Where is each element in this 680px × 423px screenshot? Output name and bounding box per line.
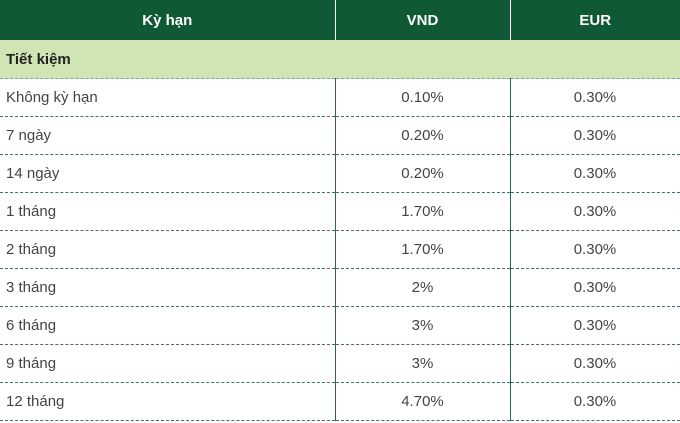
eur-rate-cell: 0.30% bbox=[510, 230, 680, 269]
table-row: 2 tháng 1.70% 0.30% bbox=[0, 230, 680, 269]
term-cell: 7 ngày bbox=[0, 116, 336, 155]
table-row: 6 tháng 3% 0.30% bbox=[0, 306, 680, 345]
vnd-rate-cell: 1.70% bbox=[335, 230, 511, 269]
term-cell: 9 tháng bbox=[0, 344, 336, 383]
eur-rate-cell: 0.30% bbox=[510, 192, 680, 231]
eur-rate-cell: 0.30% bbox=[510, 344, 680, 383]
vnd-rate-cell: 1.70% bbox=[335, 192, 511, 231]
vnd-rate-cell: 0.20% bbox=[335, 154, 511, 193]
vnd-rate-cell: 3% bbox=[335, 344, 511, 383]
table-row: 9 tháng 3% 0.30% bbox=[0, 344, 680, 383]
table-row: 1 tháng 1.70% 0.30% bbox=[0, 192, 680, 231]
table-row: Không kỳ hạn 0.10% 0.30% bbox=[0, 78, 680, 117]
eur-rate-cell: 0.30% bbox=[510, 268, 680, 307]
table-body: Tiết kiệm Không kỳ hạn 0.10% 0.30% 7 ngà… bbox=[0, 40, 680, 421]
section-label: Tiết kiệm bbox=[0, 40, 680, 79]
eur-rate-cell: 0.30% bbox=[510, 154, 680, 193]
header-vnd: VND bbox=[335, 0, 511, 40]
eur-rate-cell: 0.30% bbox=[510, 116, 680, 155]
table-row: 12 tháng 4.70% 0.30% bbox=[0, 382, 680, 421]
vnd-rate-cell: 0.10% bbox=[335, 78, 511, 117]
eur-rate-cell: 0.30% bbox=[510, 306, 680, 345]
table-row: 3 tháng 2% 0.30% bbox=[0, 268, 680, 307]
section-row: Tiết kiệm bbox=[0, 40, 680, 79]
header-row: Kỳ hạn VND EUR bbox=[0, 0, 680, 40]
eur-rate-cell: 0.30% bbox=[510, 382, 680, 421]
term-cell: 6 tháng bbox=[0, 306, 336, 345]
header-term: Kỳ hạn bbox=[0, 0, 336, 40]
vnd-rate-cell: 2% bbox=[335, 268, 511, 307]
term-cell: 1 tháng bbox=[0, 192, 336, 231]
term-cell: 14 ngày bbox=[0, 154, 336, 193]
term-cell: 3 tháng bbox=[0, 268, 336, 307]
vnd-rate-cell: 4.70% bbox=[335, 382, 511, 421]
vnd-rate-cell: 0.20% bbox=[335, 116, 511, 155]
table-row: 14 ngày 0.20% 0.30% bbox=[0, 154, 680, 193]
table-header: Kỳ hạn VND EUR bbox=[0, 0, 680, 40]
table-row: 7 ngày 0.20% 0.30% bbox=[0, 116, 680, 155]
vnd-rate-cell: 3% bbox=[335, 306, 511, 345]
header-eur: EUR bbox=[510, 0, 680, 40]
eur-rate-cell: 0.30% bbox=[510, 78, 680, 117]
term-cell: Không kỳ hạn bbox=[0, 78, 336, 117]
term-cell: 12 tháng bbox=[0, 382, 336, 421]
term-cell: 2 tháng bbox=[0, 230, 336, 269]
